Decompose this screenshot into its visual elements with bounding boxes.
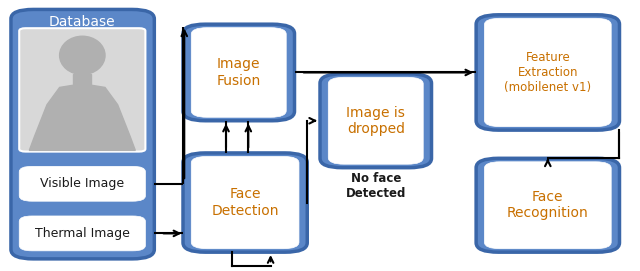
FancyBboxPatch shape bbox=[476, 158, 620, 252]
Ellipse shape bbox=[60, 36, 105, 75]
Text: Image
Fusion: Image Fusion bbox=[216, 57, 261, 88]
FancyBboxPatch shape bbox=[191, 28, 286, 117]
FancyBboxPatch shape bbox=[328, 77, 423, 164]
FancyBboxPatch shape bbox=[320, 74, 431, 168]
FancyBboxPatch shape bbox=[19, 28, 145, 151]
FancyBboxPatch shape bbox=[476, 15, 620, 130]
Polygon shape bbox=[29, 84, 135, 150]
FancyBboxPatch shape bbox=[183, 24, 294, 121]
FancyBboxPatch shape bbox=[11, 9, 154, 259]
FancyBboxPatch shape bbox=[191, 156, 299, 249]
Text: Face
Detection: Face Detection bbox=[211, 188, 279, 218]
Text: Image is
dropped: Image is dropped bbox=[346, 106, 405, 136]
FancyBboxPatch shape bbox=[484, 162, 611, 249]
FancyBboxPatch shape bbox=[484, 18, 611, 127]
Text: Face
Recognition: Face Recognition bbox=[507, 190, 589, 220]
Text: No face
Detected: No face Detected bbox=[346, 172, 406, 201]
Text: Database: Database bbox=[49, 15, 116, 28]
Text: Feature
Extraction
(mobilenet v1): Feature Extraction (mobilenet v1) bbox=[504, 51, 591, 94]
Text: Visible Image: Visible Image bbox=[40, 177, 124, 190]
Text: Thermal Image: Thermal Image bbox=[35, 227, 130, 240]
FancyBboxPatch shape bbox=[19, 166, 145, 201]
FancyBboxPatch shape bbox=[19, 216, 145, 251]
FancyBboxPatch shape bbox=[183, 153, 307, 252]
Polygon shape bbox=[74, 75, 91, 84]
